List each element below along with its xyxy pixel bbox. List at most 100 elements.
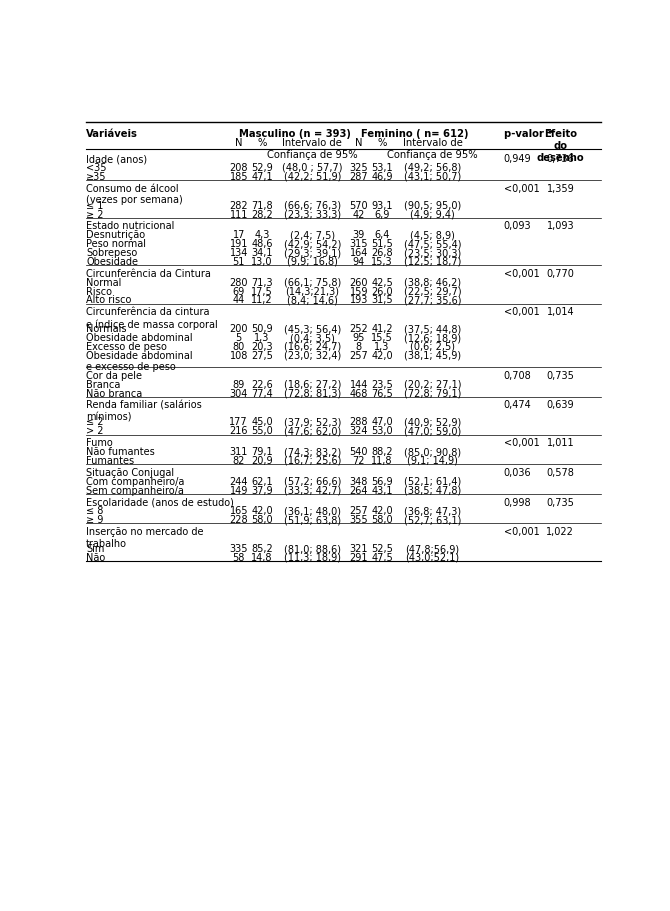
Text: Desnutrição: Desnutrição: [86, 230, 145, 241]
Text: <0,001: <0,001: [504, 527, 539, 537]
Text: 0,735: 0,735: [547, 371, 574, 381]
Text: 52,9: 52,9: [251, 163, 273, 173]
Text: (16,6; 24,7): (16,6; 24,7): [284, 342, 341, 352]
Text: 540: 540: [350, 446, 368, 456]
Text: (66,6; 76,3): (66,6; 76,3): [284, 200, 341, 210]
Text: 0,998: 0,998: [504, 497, 531, 507]
Text: (72,8; 81,3): (72,8; 81,3): [284, 388, 341, 398]
Text: Circunferência da Cintura: Circunferência da Cintura: [86, 269, 211, 279]
Text: 159: 159: [350, 286, 368, 296]
Text: 191: 191: [230, 239, 248, 249]
Text: (72,8; 79,1): (72,8; 79,1): [404, 388, 461, 398]
Text: 264: 264: [350, 485, 368, 495]
Text: 42: 42: [352, 210, 365, 220]
Text: (42,9; 54,2): (42,9; 54,2): [283, 239, 341, 249]
Text: Masculino (n = 393): Masculino (n = 393): [239, 129, 351, 139]
Text: 0,093: 0,093: [504, 221, 531, 231]
Text: (47,5; 55,4): (47,5; 55,4): [404, 239, 461, 249]
Text: ≤ 8: ≤ 8: [86, 506, 103, 516]
Text: 282: 282: [229, 200, 248, 210]
Text: 355: 355: [350, 515, 368, 525]
Text: (36,1; 48,0): (36,1; 48,0): [284, 506, 341, 516]
Text: 56,9: 56,9: [371, 476, 393, 486]
Text: Não branca: Não branca: [86, 388, 142, 398]
Text: 216: 216: [230, 425, 248, 435]
Text: (0,6; 2,5): (0,6; 2,5): [410, 342, 455, 352]
Text: Sim: Sim: [86, 544, 105, 554]
Text: Excesso de peso: Excesso de peso: [86, 342, 167, 352]
Text: Obesidade abdominal: Obesidade abdominal: [86, 333, 193, 343]
Text: 288: 288: [350, 417, 368, 427]
Text: 58,0: 58,0: [251, 515, 273, 525]
Text: 149: 149: [230, 485, 248, 495]
Text: Peso normal: Peso normal: [86, 239, 146, 249]
Text: (48,0 ; 57,7): (48,0 ; 57,7): [282, 163, 342, 173]
Text: 44: 44: [232, 295, 245, 305]
Text: (49,2; 56,8): (49,2; 56,8): [404, 163, 461, 173]
Text: 58,0: 58,0: [371, 515, 393, 525]
Text: 13,0: 13,0: [251, 257, 273, 267]
Text: 244: 244: [230, 476, 248, 486]
Text: 79,1: 79,1: [251, 446, 273, 456]
Text: 570: 570: [350, 200, 368, 210]
Text: Normais: Normais: [86, 324, 127, 334]
Text: (47,8;56,9): (47,8;56,9): [405, 544, 460, 554]
Text: <35: <35: [86, 163, 107, 173]
Text: 0,708: 0,708: [504, 371, 531, 381]
Text: 280: 280: [230, 277, 248, 287]
Text: 311: 311: [230, 446, 248, 456]
Text: 14,8: 14,8: [251, 552, 273, 562]
Text: 335: 335: [230, 544, 248, 554]
Text: (85,0; 90,8): (85,0; 90,8): [404, 446, 461, 456]
Text: (52,1; 61,4): (52,1; 61,4): [404, 476, 461, 486]
Text: ≤ 1: ≤ 1: [86, 200, 103, 210]
Text: > 2: > 2: [86, 425, 104, 435]
Text: Com companheiro/a: Com companheiro/a: [86, 476, 184, 486]
Text: (12,6; 18,9): (12,6; 18,9): [404, 333, 461, 343]
Text: (37,9; 52,3): (37,9; 52,3): [283, 417, 341, 427]
Text: 6,4: 6,4: [375, 230, 390, 241]
Text: 1,3: 1,3: [255, 333, 270, 343]
Text: 48,6: 48,6: [251, 239, 273, 249]
Text: (11,3; 18,9): (11,3; 18,9): [284, 552, 341, 562]
Text: 95: 95: [352, 333, 365, 343]
Text: 47,1: 47,1: [251, 171, 273, 181]
Text: (8,4; 14,6): (8,4; 14,6): [287, 295, 338, 305]
Text: 82: 82: [232, 456, 245, 466]
Text: Intervalo de
Confiança de 95%: Intervalo de Confiança de 95%: [267, 138, 358, 159]
Text: <0,001: <0,001: [504, 183, 539, 193]
Text: 47,5: 47,5: [371, 552, 393, 562]
Text: (9,9; 16,8): (9,9; 16,8): [287, 257, 338, 267]
Text: 5: 5: [236, 333, 242, 343]
Text: 94: 94: [352, 257, 365, 267]
Text: Feminino ( n= 612): Feminino ( n= 612): [361, 129, 469, 139]
Text: Circunferência da cintura
e índice de massa corporal: Circunferência da cintura e índice de ma…: [86, 307, 218, 329]
Text: (16,7; 25,6): (16,7; 25,6): [283, 456, 341, 466]
Text: ≥ 2: ≥ 2: [86, 210, 104, 220]
Text: N: N: [355, 138, 362, 148]
Text: 53,1: 53,1: [371, 163, 393, 173]
Text: 15,5: 15,5: [371, 333, 393, 343]
Text: 257: 257: [350, 506, 368, 516]
Text: (90,5; 95,0): (90,5; 95,0): [404, 200, 461, 210]
Text: ≥ 9: ≥ 9: [86, 515, 103, 525]
Text: 0,770: 0,770: [547, 269, 574, 279]
Text: (38,8; 46,2): (38,8; 46,2): [404, 277, 461, 287]
Text: Cor da pele: Cor da pele: [86, 371, 142, 381]
Text: 85,2: 85,2: [251, 544, 273, 554]
Text: 0,639: 0,639: [547, 400, 574, 410]
Text: (2,4; 7,5): (2,4; 7,5): [290, 230, 335, 241]
Text: N: N: [235, 138, 243, 148]
Text: <0,001: <0,001: [504, 438, 539, 447]
Text: <0,001: <0,001: [504, 269, 539, 279]
Text: (23,0; 32,4): (23,0; 32,4): [284, 351, 341, 361]
Text: 22,6: 22,6: [251, 379, 273, 389]
Text: 17: 17: [232, 230, 245, 241]
Text: 0,735: 0,735: [547, 497, 574, 507]
Text: ≤ 2: ≤ 2: [86, 417, 104, 427]
Text: 252: 252: [350, 324, 368, 334]
Text: 325: 325: [350, 163, 368, 173]
Text: Obesidade abdominal
e excesso de peso: Obesidade abdominal e excesso de peso: [86, 351, 193, 372]
Text: Inserção no mercado de
trabalho: Inserção no mercado de trabalho: [86, 527, 204, 548]
Text: 193: 193: [350, 295, 368, 305]
